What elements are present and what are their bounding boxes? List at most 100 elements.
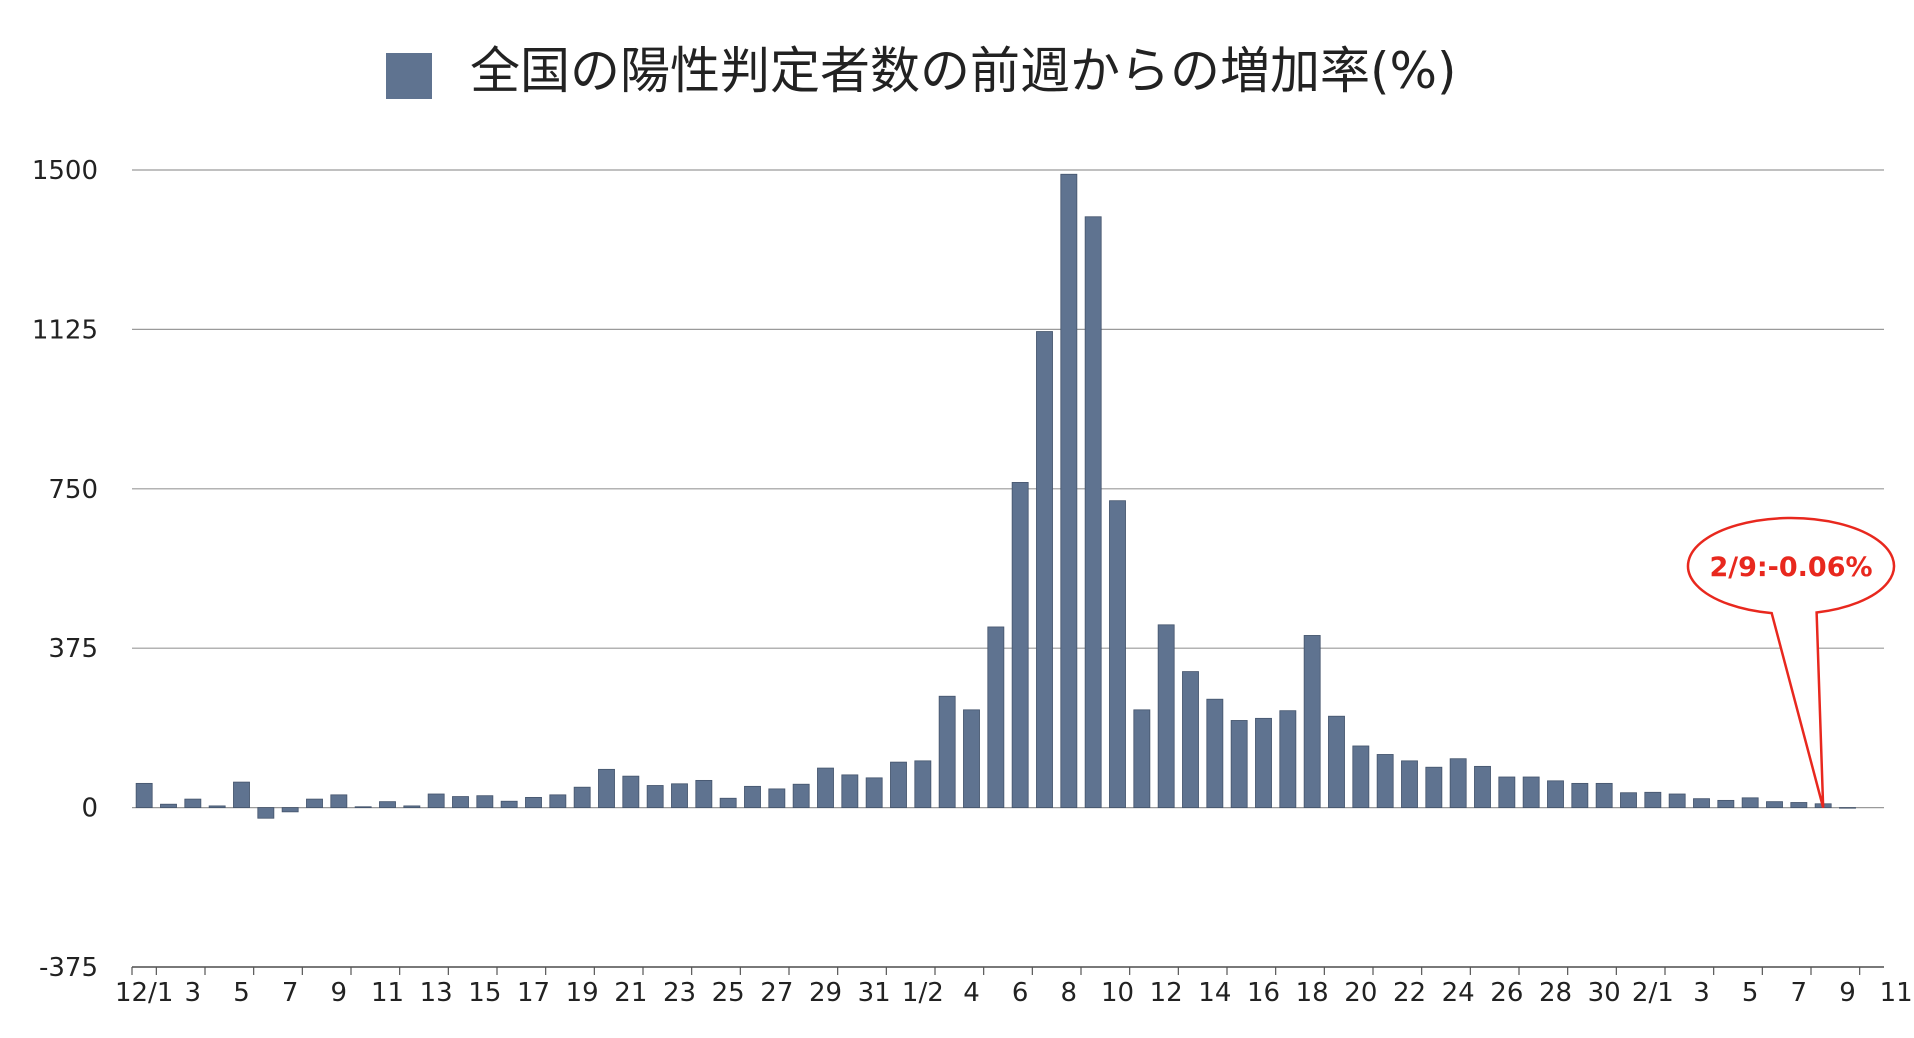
- x-tick-label: 15: [468, 978, 501, 1008]
- x-tick-label: 20: [1344, 978, 1377, 1008]
- x-tick-label: 9: [1839, 978, 1856, 1008]
- bar: [1595, 782, 1613, 809]
- x-tick-label: 31: [858, 978, 891, 1008]
- bar: [354, 806, 372, 809]
- bar: [233, 781, 250, 809]
- y-tick-label: 750: [48, 475, 98, 505]
- x-tick-label: 2/1: [1632, 978, 1674, 1008]
- chart-title: 全国の陽性判定者数の前週からの増加率(%): [470, 42, 1457, 100]
- bar: [1498, 776, 1516, 808]
- bar: [184, 798, 202, 809]
- bar: [1766, 801, 1783, 808]
- x-tick-label: 5: [1742, 978, 1759, 1008]
- x-tick-label: 7: [282, 978, 299, 1008]
- x-tick-label: 7: [1791, 978, 1808, 1008]
- x-tick-label: 3: [185, 978, 202, 1008]
- bar: [1206, 698, 1224, 809]
- bar: [1255, 717, 1272, 808]
- x-tick-label: 8: [1061, 978, 1078, 1008]
- bar: [1133, 709, 1151, 808]
- y-tick-label: 1500: [32, 156, 98, 186]
- bar: [281, 807, 299, 813]
- bar: [1011, 482, 1029, 809]
- y-axis-labels: 1500 1125 750 375 0 -375: [32, 156, 98, 983]
- bar: [792, 783, 810, 808]
- bar: [257, 807, 275, 819]
- bar: [841, 774, 859, 809]
- bar: [1303, 635, 1321, 808]
- bar: [1401, 760, 1418, 808]
- gridlines: [132, 169, 1884, 968]
- x-axis-labels: 12/1 3 5 7 9 11 13 15 17 19 21 23 25 27 29 31 1/2 4 6 8 10 12…: [115, 978, 1913, 1008]
- bar: [622, 775, 640, 809]
- bar: [476, 795, 494, 808]
- y-tick-label: -375: [39, 953, 98, 983]
- bar: [987, 626, 1005, 808]
- bar: [1449, 758, 1467, 809]
- bar: [1182, 671, 1199, 809]
- bar: [914, 760, 932, 808]
- bar: [817, 767, 834, 808]
- bar: [1109, 500, 1126, 809]
- callout-bubble: [1686, 516, 1896, 808]
- bar: [890, 761, 907, 808]
- bar: [1693, 798, 1710, 808]
- x-tick-label: 26: [1490, 978, 1523, 1008]
- bar: [1328, 715, 1345, 809]
- y-tick-label: 0: [81, 794, 98, 824]
- bar: [452, 796, 469, 809]
- legend-swatch: [386, 53, 432, 99]
- x-tick-label: 18: [1296, 978, 1329, 1008]
- legend: 全国の陽性判定者数の前週からの増加率(%): [386, 42, 1457, 100]
- bar: [1279, 710, 1297, 809]
- bar: [330, 794, 348, 809]
- bar: [208, 805, 226, 808]
- bar: [1741, 797, 1759, 809]
- x-axis: [131, 966, 1884, 975]
- bar: [1620, 792, 1637, 808]
- x-tick-label: 21: [614, 978, 647, 1008]
- bar: [1522, 776, 1540, 808]
- bar: [1376, 754, 1394, 809]
- x-tick-label: 30: [1588, 978, 1621, 1008]
- bar: [1157, 624, 1175, 809]
- bar: [1084, 216, 1102, 808]
- x-tick-label: 13: [420, 978, 453, 1008]
- callout-text: 2/9:-0.06%: [1709, 552, 1872, 583]
- x-tick-label: 25: [712, 978, 745, 1008]
- x-tick-label: 16: [1247, 978, 1280, 1008]
- bar: [1474, 765, 1491, 808]
- bar: [525, 796, 542, 808]
- x-tick-label: 24: [1442, 978, 1475, 1008]
- x-tick-label: 17: [517, 978, 550, 1008]
- bar: [598, 768, 615, 808]
- bar: [1547, 780, 1564, 809]
- bar: [427, 793, 445, 808]
- bar: [768, 788, 786, 809]
- bar: [671, 783, 688, 808]
- bar: [646, 785, 664, 808]
- bar: [500, 800, 518, 808]
- x-tick-label: 27: [760, 978, 793, 1008]
- bar: [963, 709, 980, 808]
- x-tick-label: 10: [1101, 978, 1134, 1008]
- bar: [1668, 793, 1686, 808]
- x-tick-label: 22: [1393, 978, 1426, 1008]
- x-tick-label: 14: [1198, 978, 1231, 1008]
- bar: [1230, 720, 1248, 808]
- bar: [1060, 173, 1078, 808]
- x-tick-label: 19: [566, 978, 599, 1008]
- bar: [695, 779, 713, 809]
- x-tick-label: 5: [233, 978, 250, 1008]
- x-tick-label: 4: [963, 978, 980, 1008]
- x-tick-label: 12: [1150, 978, 1183, 1008]
- bar: [865, 777, 883, 809]
- bar: [719, 797, 737, 809]
- x-tick-label: 1/2: [902, 978, 944, 1008]
- x-tick-label: 29: [809, 978, 842, 1008]
- x-tick-label: 6: [1012, 978, 1029, 1008]
- bar: [1036, 331, 1053, 809]
- bar: [160, 803, 177, 808]
- bar: [1352, 745, 1370, 808]
